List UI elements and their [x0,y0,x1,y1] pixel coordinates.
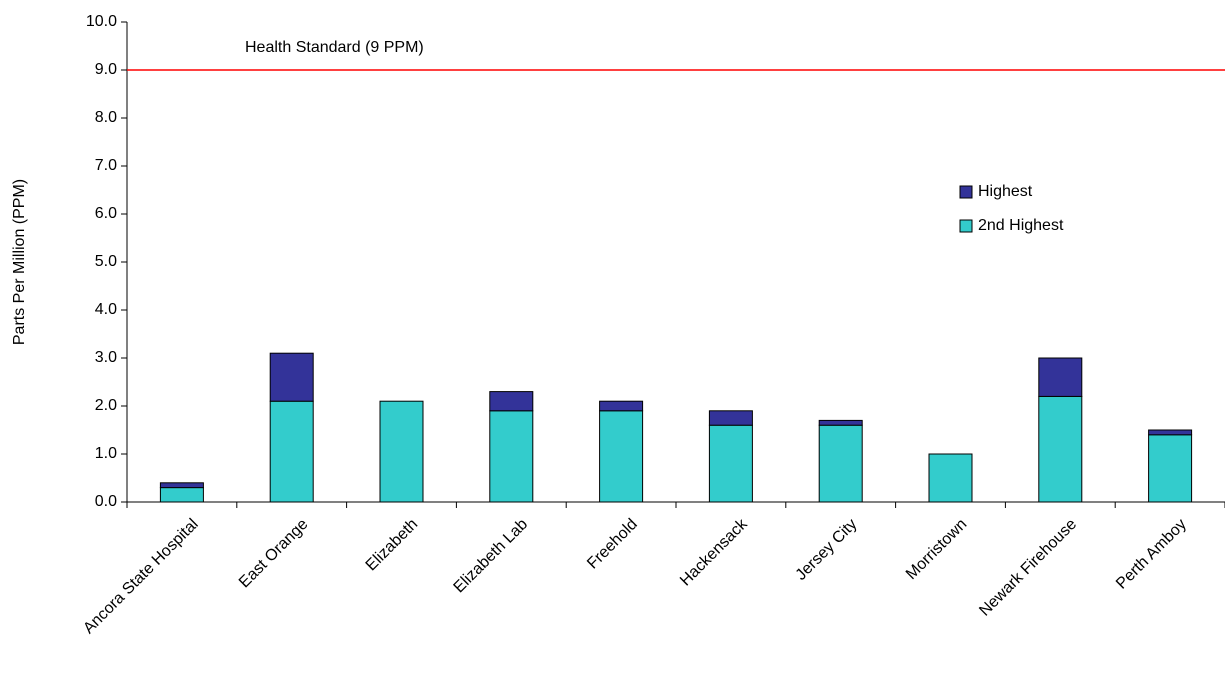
legend-label: Highest [978,183,1033,200]
bar-segment [1148,434,1193,503]
bar-segment [818,424,863,503]
bar-segment [159,487,204,503]
bar-segment [928,453,973,503]
bar-segment [159,482,204,489]
bar-segment [269,352,314,402]
legend-swatch [959,219,973,233]
x-tick-label: Elizabeth Lab [451,516,532,597]
bar-segment [1148,429,1193,436]
bar-segment [599,400,644,412]
y-tick-label: 2.0 [95,397,117,414]
x-tick-label: Jersey City [793,516,861,584]
x-tick-label: Elizabeth [363,516,422,575]
bar-segment [708,424,753,503]
legend-label: 2nd Highest [978,217,1064,234]
x-tick-label: Newark Firehouse [976,516,1080,620]
x-tick-label: East Orange [236,516,312,592]
legend-swatch [959,185,973,199]
bar-segment [489,410,534,503]
y-tick-label: 6.0 [95,205,117,222]
bar-segment [489,391,534,412]
y-axis-label: Parts Per Million (PPM) [11,179,28,345]
y-tick-label: 3.0 [95,349,117,366]
bar-segment [269,400,314,503]
y-tick-label: 5.0 [95,253,117,270]
x-tick-label: Perth Amboy [1113,516,1190,593]
bar-segment [818,419,863,426]
y-tick-label: 10.0 [86,13,117,30]
reference-label: Health Standard (9 PPM) [245,39,424,56]
x-tick-label: Freehold [584,516,641,573]
bar-segment [599,410,644,503]
y-tick-label: 9.0 [95,61,117,78]
x-tick-label: Morristown [903,516,970,583]
bar-segment [1038,357,1083,397]
bar-segment [708,410,753,426]
y-tick-label: 0.0 [95,493,117,510]
y-tick-label: 7.0 [95,157,117,174]
x-tick-label: Ancora State Hospital [80,516,201,637]
y-tick-label: 4.0 [95,301,117,318]
x-tick-label: Hackensack [677,515,751,589]
bar-segment [379,400,424,503]
bar-segment [1038,395,1083,503]
y-tick-label: 1.0 [95,445,117,462]
y-tick-label: 8.0 [95,109,117,126]
